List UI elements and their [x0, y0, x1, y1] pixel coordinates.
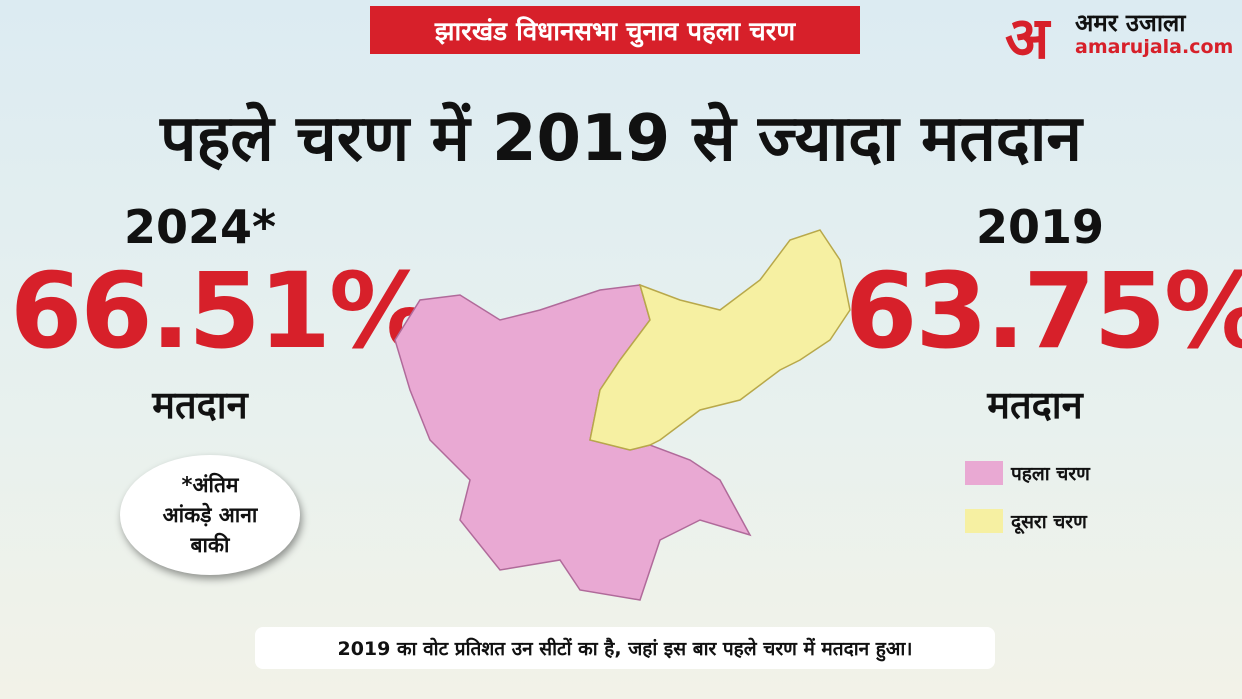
legend-label: पहला चरण — [1011, 463, 1090, 485]
note-line: बाकी — [190, 533, 230, 557]
map-region — [589, 229, 851, 451]
left-year: 2024* — [123, 200, 277, 254]
note-line: *अंतिम — [181, 473, 239, 497]
legend-item: दूसरा चरण — [965, 508, 1087, 534]
right-year: 2019 — [975, 200, 1105, 254]
map-region — [394, 284, 752, 601]
note-bubble: *अंतिम आंकड़े आना बाकी — [120, 455, 300, 575]
footer-note: 2019 का वोट प्रतिशत उन सीटों का है, जहां… — [255, 627, 995, 669]
left-label: मतदान — [152, 383, 248, 427]
logo: अ अमर उजाला amarujala.com — [1005, 4, 1237, 72]
title: पहले चरण में 2019 से ज्यादा मतदान — [160, 102, 1082, 176]
logo-mark: अ — [1005, 4, 1050, 72]
legend-swatch — [965, 509, 1003, 533]
banner: झारखंड विधानसभा चुनाव पहला चरण — [370, 6, 860, 54]
legend-item: पहला चरण — [965, 460, 1090, 486]
logo-name: अमर उजाला — [1075, 9, 1186, 37]
legend-swatch — [965, 461, 1003, 485]
right-value: 63.75% — [845, 250, 1242, 372]
right-label: मतदान — [987, 383, 1083, 427]
note-line: आंकड़े आना — [162, 503, 258, 527]
left-value: 66.51% — [10, 250, 433, 372]
legend-label: दूसरा चरण — [1011, 511, 1087, 533]
logo-site: amarujala.com — [1075, 36, 1234, 58]
